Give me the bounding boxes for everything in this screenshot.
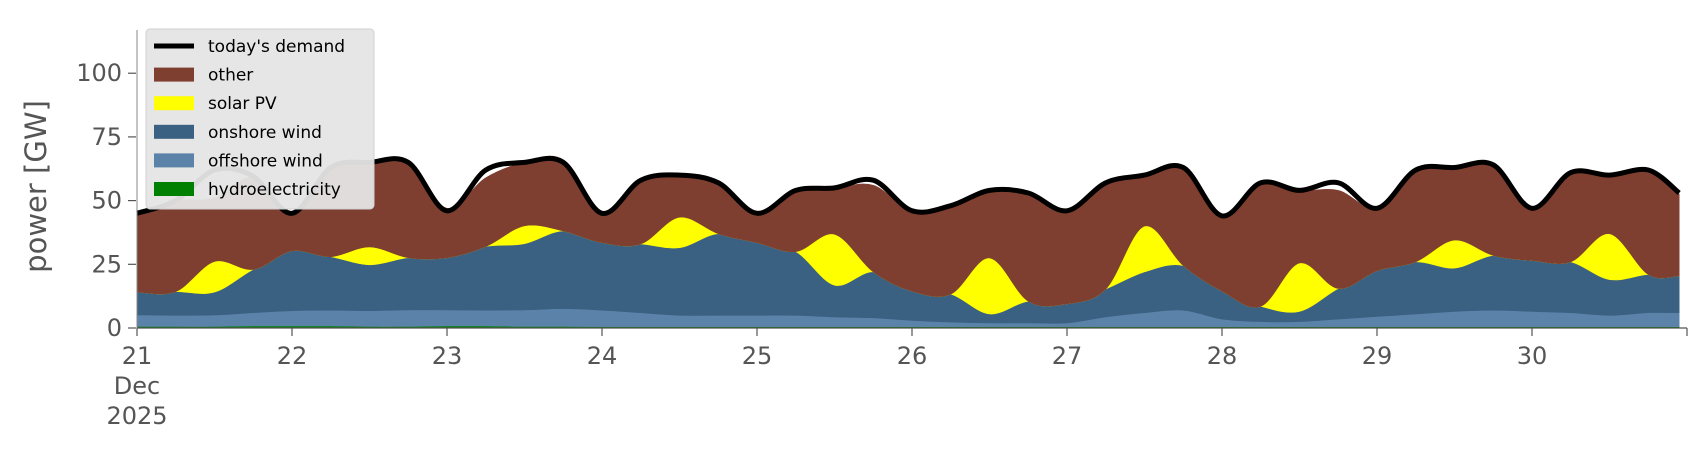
- x-tick-label: 24: [587, 342, 618, 370]
- x-tick-label: 26: [897, 342, 928, 370]
- legend-swatch-offshore: [154, 153, 194, 168]
- x-tick-label: 25: [742, 342, 773, 370]
- legend-swatch-other: [154, 67, 194, 82]
- legend-box: [145, 28, 375, 210]
- x-tick-label: 23: [432, 342, 463, 370]
- legend[interactable]: today's demand other solar PV onshore wind o…: [145, 28, 375, 210]
- demand-line: [136, 155, 1681, 219]
- y-axis: 0 25 50 75 100: [76, 30, 138, 342]
- y-axis-label: power [GW]: [19, 100, 53, 273]
- x-tick-label: 27: [1052, 342, 1083, 370]
- legend-label-solar: solar PV: [208, 94, 277, 114]
- y-tick-label: 100: [76, 59, 122, 87]
- x-tick-label: 30: [1517, 342, 1548, 370]
- y-tick-label: 25: [91, 250, 122, 278]
- demand-line-layer: [136, 155, 1681, 219]
- x-tick-label: 29: [1362, 342, 1393, 370]
- legend-swatch-hydro: [154, 182, 194, 196]
- legend-label-onshore: onshore wind: [208, 123, 322, 143]
- x-tick-month: Dec: [114, 372, 160, 400]
- area-layers: [136, 155, 1680, 329]
- legend-label-offshore: offshore wind: [208, 151, 323, 171]
- x-tick-label: 22: [277, 342, 308, 370]
- x-tick-year: 2025: [106, 402, 167, 430]
- y-tick-label: 0: [107, 314, 122, 342]
- legend-label-other: other: [208, 66, 253, 86]
- legend-label-demand: today's demand: [208, 37, 345, 57]
- plot-area: [136, 155, 1681, 329]
- legend-swatch-onshore: [154, 124, 194, 139]
- x-tick-label: 28: [1207, 342, 1238, 370]
- y-tick-label: 50: [91, 187, 122, 215]
- x-tick-label: 21: [122, 342, 153, 370]
- legend-swatch-solar: [154, 96, 194, 111]
- legend-label-hydro: hydroelectricity: [208, 180, 341, 200]
- y-tick-label: 75: [91, 123, 122, 151]
